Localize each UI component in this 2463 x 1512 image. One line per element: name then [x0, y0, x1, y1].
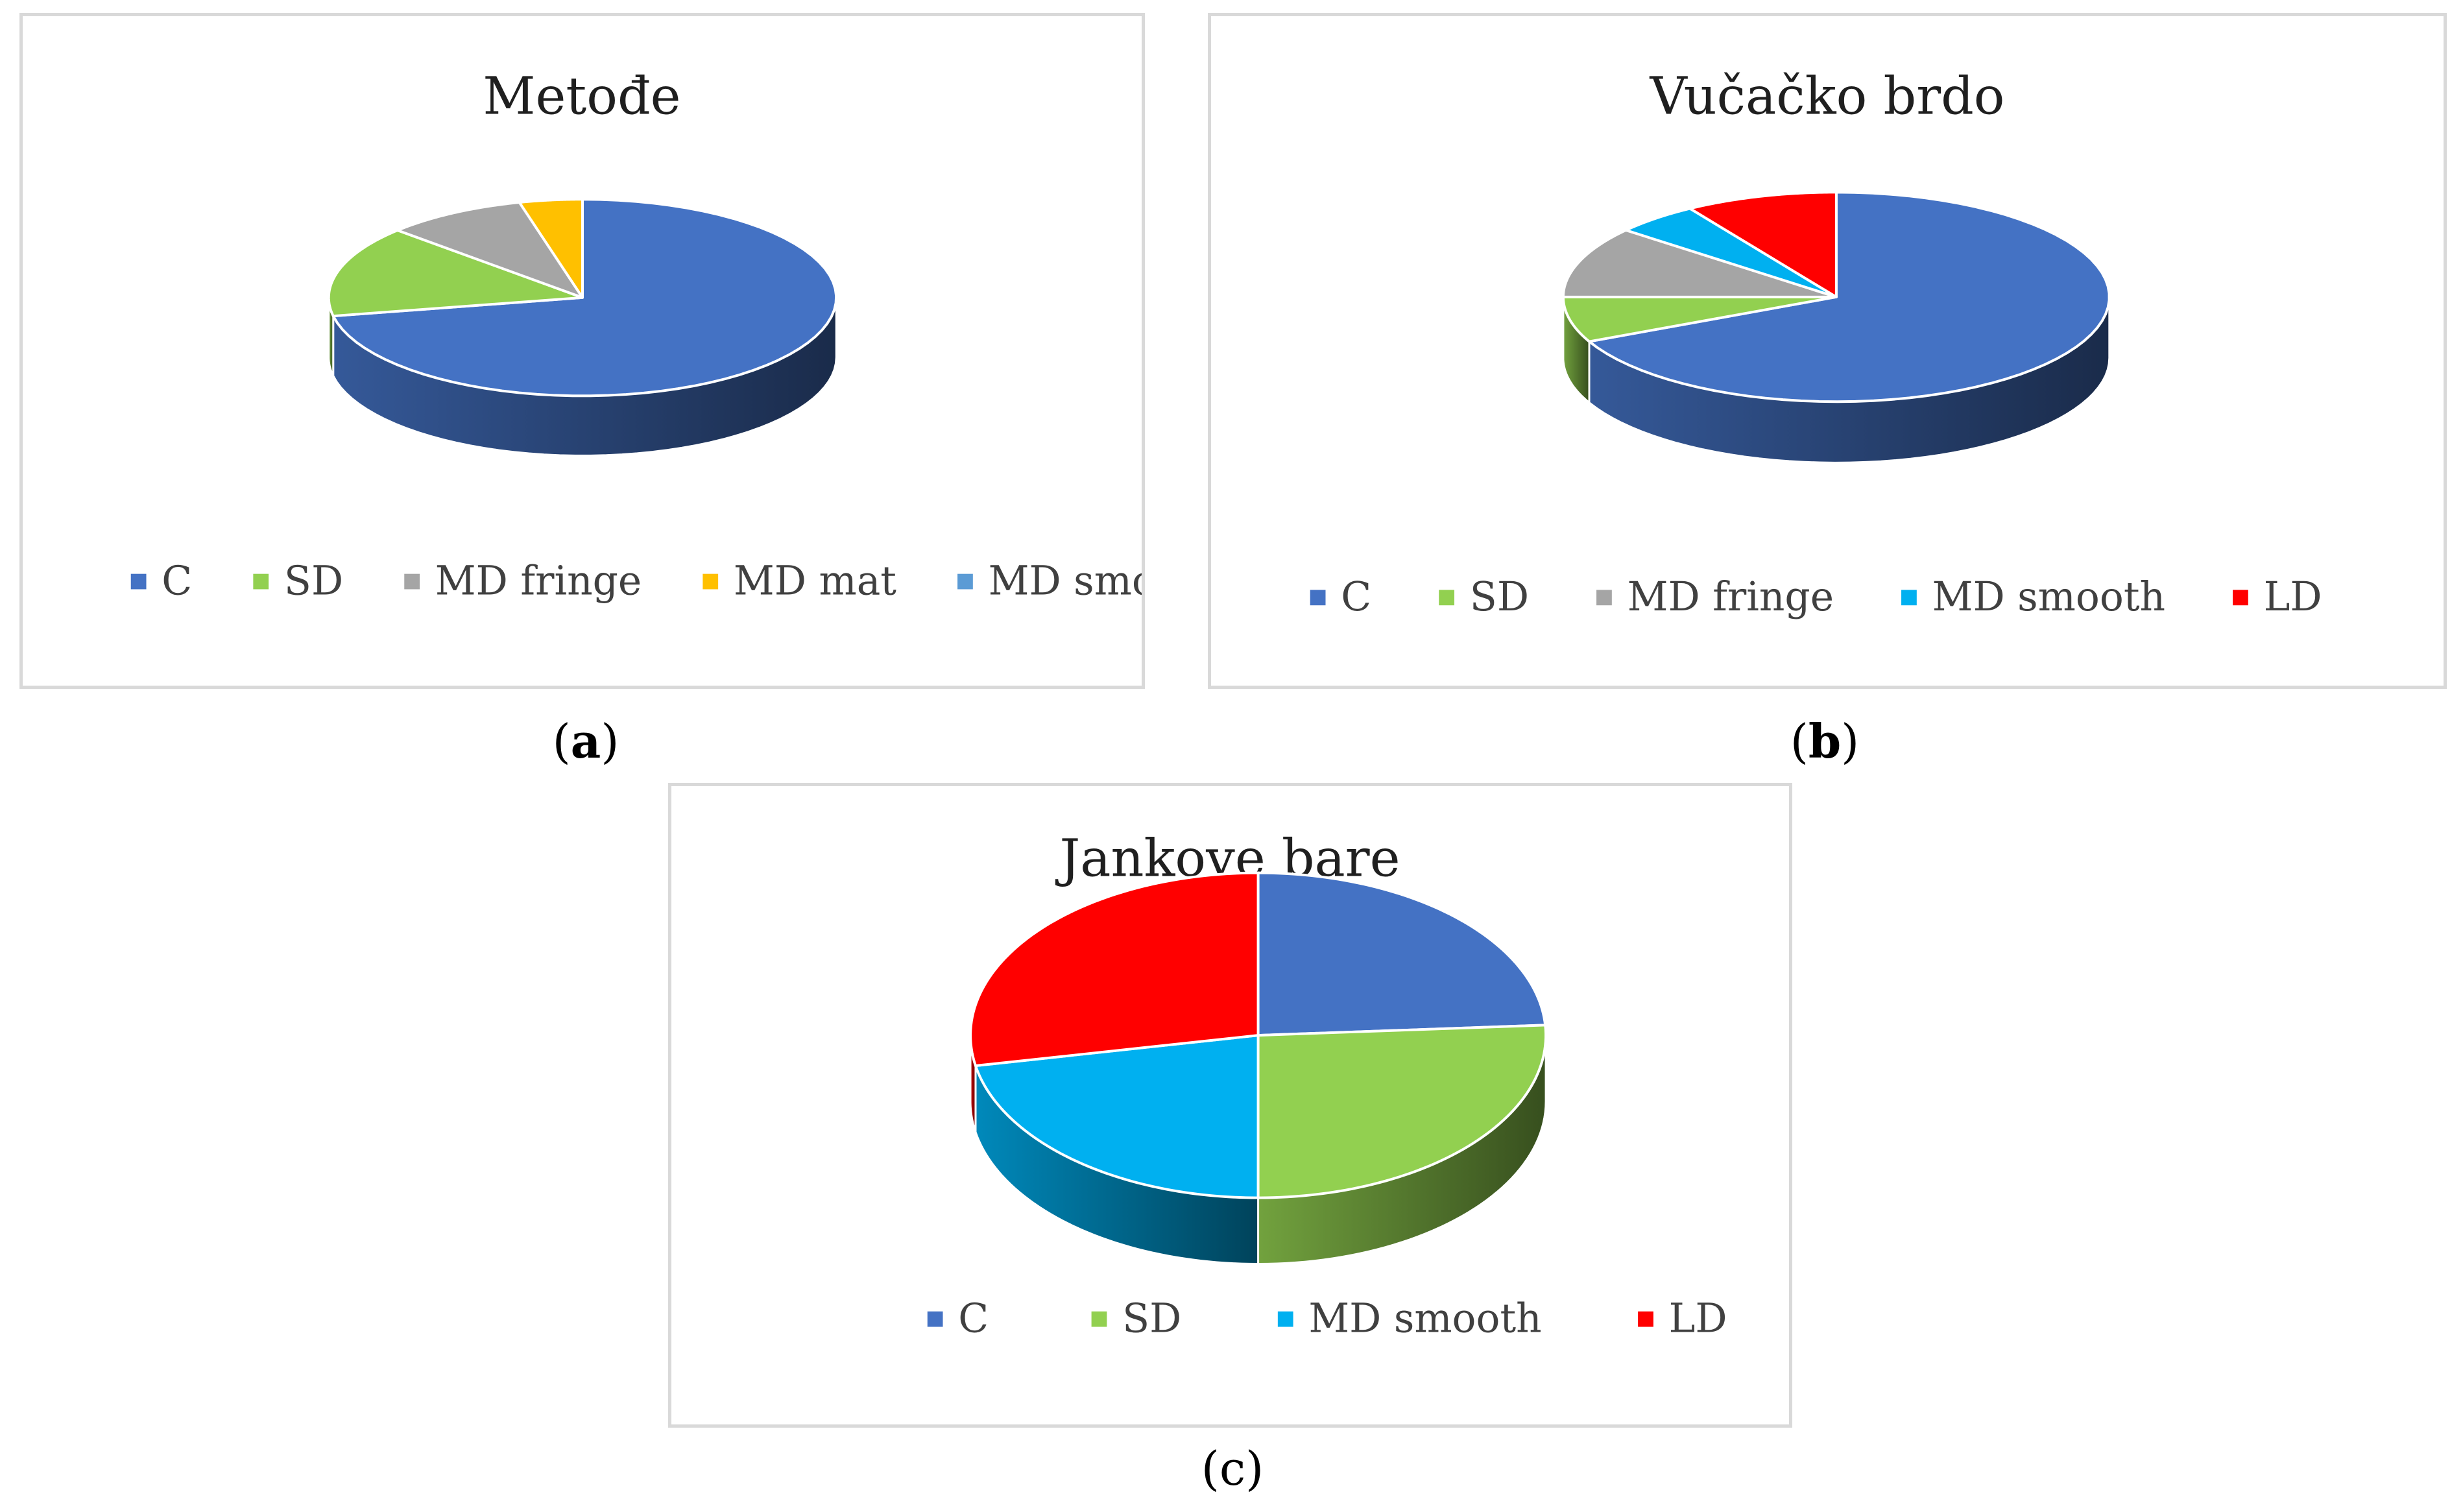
legend-swatch [404, 573, 420, 590]
legend-swatch [1310, 590, 1326, 606]
legend-item-sd: SD [1091, 1295, 1181, 1341]
pie-slice-c [1588, 191, 2111, 403]
legend-label: C [162, 558, 192, 604]
legend-item-md-mat: MD mat [703, 558, 896, 604]
legend-label: SD [1122, 1295, 1181, 1341]
legend-item-sd: SD [1439, 574, 1529, 620]
pie-slice-ld [1688, 191, 1838, 298]
pie-slice-c [1256, 871, 1547, 1037]
legend-swatch [1277, 1311, 1293, 1327]
caption-open: ( [552, 714, 571, 769]
pie-top-faces [1561, 191, 2111, 403]
pie-slice-c [331, 198, 838, 398]
legend-label: SD [284, 558, 343, 604]
legend-item-c: C [927, 1295, 989, 1341]
pie-slice-md-fringe [1561, 228, 1838, 298]
chart-panel-metode: Metođe C SD MD fringe MD mat MD smooth [19, 13, 1145, 689]
legend-item-ld: LD [2233, 574, 2322, 620]
legend-item-md-fringe: MD fringe [404, 558, 642, 604]
caption-open: ( [1790, 714, 1808, 769]
caption-close: ) [601, 714, 619, 769]
caption-a: (a) [553, 714, 619, 769]
pie-slice-md-mat [518, 198, 584, 299]
chart-svg-vucacko-brdo: Vučačko brdo C SD MD fringe MD smooth LD [1310, 66, 2322, 620]
caption-b: (b) [1790, 714, 1860, 769]
chart-title: Vučačko brdo [1650, 66, 2005, 126]
chart-legend: C SD MD smooth LD [927, 1295, 1727, 1341]
legend-label: MD fringe [435, 558, 642, 604]
chart-panel-jankove-bare: Jankove bare C SD MD smooth LD [668, 783, 1792, 1428]
legend-swatch [2233, 590, 2248, 606]
legend-swatch [1596, 590, 1612, 606]
chart-svg-metode: Metođe C SD MD fringe MD mat MD smooth [130, 66, 1142, 604]
pie-slices [327, 198, 838, 457]
legend-item-md-smooth: MD smooth [1277, 1295, 1542, 1341]
legend-item-c: C [130, 558, 192, 604]
legend-swatch [130, 573, 147, 590]
pie-slice-md-smooth [974, 1034, 1260, 1199]
legend-item-md-fringe: MD fringe [1596, 574, 1834, 620]
legend-label: MD mat [734, 558, 896, 604]
legend-swatch [253, 573, 269, 590]
pie-top-faces [327, 198, 838, 398]
legend-swatch [1439, 590, 1455, 606]
chart-panel-vucacko-brdo: Vučačko brdo C SD MD fringe MD smooth LD [1208, 13, 2447, 689]
legend-swatch [1638, 1311, 1653, 1327]
caption-letter: b [1808, 714, 1842, 769]
caption-c: (c) [1201, 1441, 1264, 1496]
caption-close: ) [1245, 1441, 1264, 1496]
legend-label: C [958, 1295, 989, 1341]
caption-close: ) [1841, 714, 1860, 769]
legend-swatch [703, 573, 719, 590]
chart-legend: C SD MD fringe MD smooth LD [1310, 574, 2322, 620]
legend-item-sd: SD [253, 558, 343, 604]
legend-label: MD smooth [1308, 1295, 1541, 1341]
legend-swatch [927, 1311, 943, 1327]
pie-slice-md-smooth [1624, 207, 1838, 298]
legend-label: MD fringe [1628, 574, 1834, 620]
legend-swatch [1091, 1311, 1107, 1327]
caption-letter: a [570, 714, 601, 769]
pie-slices [969, 871, 1548, 1266]
pie-top-faces [969, 871, 1548, 1199]
chart-legend: C SD MD fringe MD mat MD smooth [130, 558, 1142, 604]
legend-label: C [1341, 574, 1371, 620]
legend-item-c: C [1310, 574, 1371, 620]
legend-label: MD smooth [1932, 574, 2165, 620]
legend-item-ld: LD [1638, 1295, 1727, 1341]
caption-letter: c [1219, 1441, 1246, 1496]
pie-slice-sd [1256, 1024, 1548, 1199]
pie-slice-ld [969, 871, 1260, 1068]
pie-slices [1561, 191, 2111, 464]
pie-slice-sd [1561, 295, 1838, 343]
legend-item-md-smooth: MD smooth [1901, 574, 2165, 620]
legend-label: LD [1669, 1295, 1727, 1341]
legend-swatch [1901, 590, 1917, 606]
legend-item-md-smooth: MD smooth [957, 558, 1142, 604]
legend-swatch [957, 573, 973, 590]
caption-open: ( [1201, 1441, 1219, 1496]
pie-slice-md-fringe [396, 201, 584, 299]
legend-label: MD smooth [989, 558, 1142, 604]
pie-slice-sd [327, 229, 584, 318]
chart-title: Metođe [483, 66, 680, 126]
legend-label: SD [1470, 574, 1529, 620]
legend-label: LD [2264, 574, 2322, 620]
chart-svg-jankove-bare: Jankove bare C SD MD smooth LD [927, 828, 1727, 1341]
